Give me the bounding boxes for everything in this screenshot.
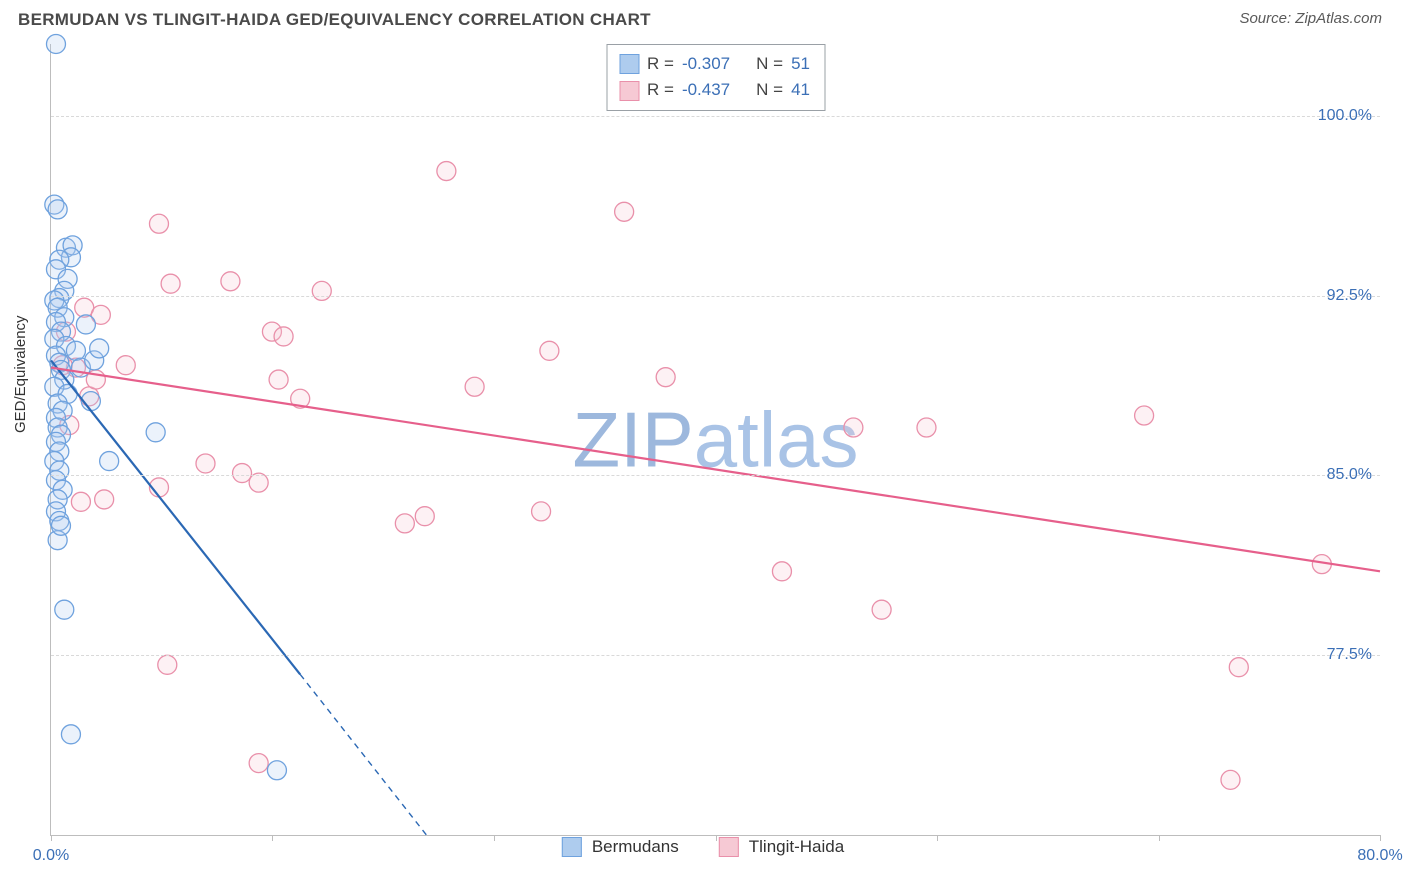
chart-container: GED/Equivalency ZIPatlas R = -0.307 N = …: [18, 44, 1388, 874]
n-value-tlingit: 41: [791, 77, 810, 103]
y-tick-label: 100.0%: [1318, 107, 1372, 125]
chart-title: BERMUDAN VS TLINGIT-HAIDA GED/EQUIVALENC…: [18, 10, 651, 30]
swatch-tlingit-icon: [719, 837, 739, 857]
r-value-tlingit: -0.437: [682, 77, 730, 103]
plot-area: ZIPatlas R = -0.307 N = 51 R = -0.437 N …: [50, 44, 1380, 836]
correlation-row-tlingit: R = -0.437 N = 41: [619, 77, 810, 103]
y-tick-label: 85.0%: [1327, 466, 1372, 484]
x-tick-label: 80.0%: [1357, 847, 1402, 865]
swatch-bermudans-icon: [619, 54, 639, 74]
y-axis-label: GED/Equivalency: [12, 315, 29, 433]
x-tick-label: 0.0%: [33, 847, 69, 865]
series-legend: Bermudans Tlingit-Haida: [562, 837, 844, 857]
correlation-legend: R = -0.307 N = 51 R = -0.437 N = 41: [606, 44, 825, 111]
correlation-row-bermudans: R = -0.307 N = 51: [619, 51, 810, 77]
source-attribution: Source: ZipAtlas.com: [1239, 10, 1382, 27]
r-label: R =: [647, 77, 674, 103]
swatch-bermudans-icon: [562, 837, 582, 857]
y-tick-label: 77.5%: [1327, 646, 1372, 664]
legend-item-bermudans: Bermudans: [562, 837, 679, 857]
n-label: N =: [756, 77, 783, 103]
chart-header: BERMUDAN VS TLINGIT-HAIDA GED/EQUIVALENC…: [0, 0, 1406, 36]
swatch-tlingit-icon: [619, 81, 639, 101]
legend-item-tlingit: Tlingit-Haida: [719, 837, 844, 857]
r-value-bermudans: -0.307: [682, 51, 730, 77]
scatter-svg: [51, 44, 1380, 835]
y-tick-label: 92.5%: [1327, 287, 1372, 305]
legend-label-bermudans: Bermudans: [592, 837, 679, 857]
legend-label-tlingit: Tlingit-Haida: [749, 837, 844, 857]
n-label: N =: [756, 51, 783, 77]
n-value-bermudans: 51: [791, 51, 810, 77]
r-label: R =: [647, 51, 674, 77]
